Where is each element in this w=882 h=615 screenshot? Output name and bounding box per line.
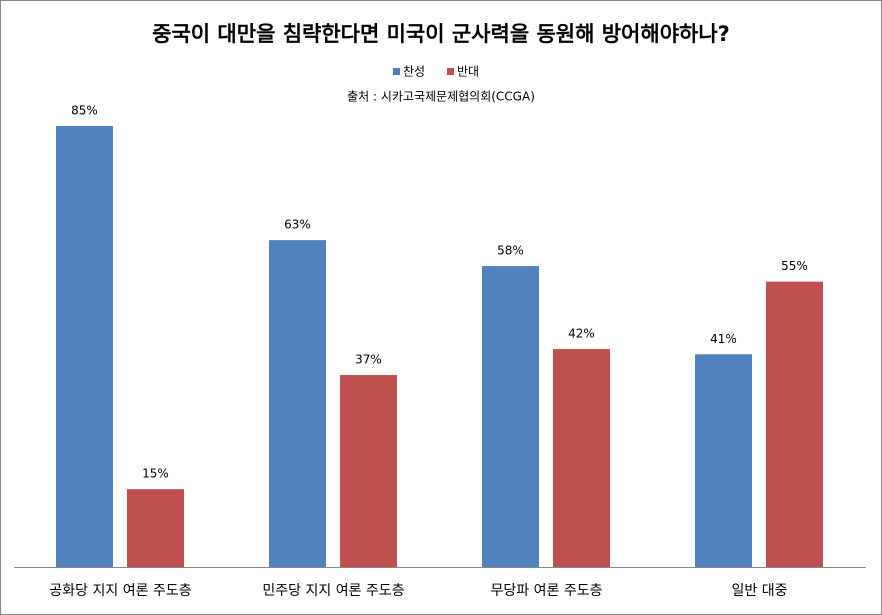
chart-title: 중국이 대만을 침략한다면 미국이 군사력을 동원해 방어해야하나? [152, 22, 730, 46]
x-tick-label: 민주당 지지 여론 주도층 [262, 583, 404, 599]
data-label: 58% [497, 244, 524, 258]
data-label: 85% [71, 104, 98, 118]
data-label: 37% [355, 353, 382, 367]
data-label: 42% [568, 327, 595, 341]
legend-label: 반대 [457, 65, 479, 79]
x-tick-label: 공화당 지지 여론 주도층 [49, 583, 191, 599]
bar [56, 126, 113, 567]
legend-swatch [447, 68, 454, 75]
x-tick-label: 무당파 여론 주도층 [491, 583, 603, 599]
legend-label: 찬성 [403, 64, 425, 79]
chart-subtitle: 출처 : 시카고국제문제협의회(CCGA) [347, 90, 535, 104]
legend-swatch [393, 68, 400, 75]
data-label: 63% [284, 218, 311, 232]
bar [127, 489, 184, 567]
bar [553, 349, 610, 567]
bar [695, 354, 752, 567]
x-tick-label: 일반 대중 [732, 583, 788, 599]
data-label: 41% [710, 332, 737, 346]
bar [269, 240, 326, 567]
bar [340, 375, 397, 567]
data-label: 15% [142, 467, 169, 481]
bar [482, 266, 539, 567]
bar [766, 281, 823, 567]
data-label: 55% [781, 259, 808, 273]
